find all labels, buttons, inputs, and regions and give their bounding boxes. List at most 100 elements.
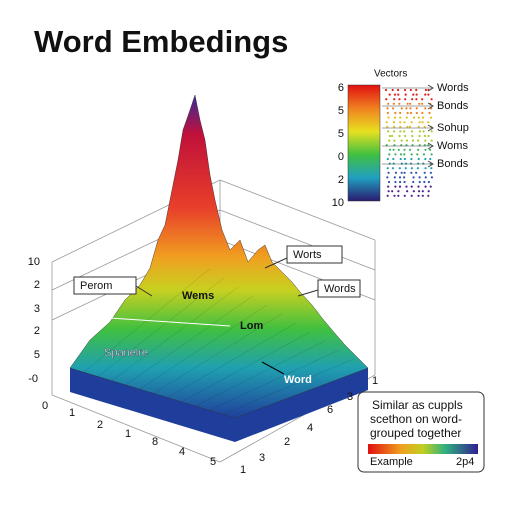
legend-dot [421,190,424,193]
mesh [83,268,354,415]
axis-label: 6 [327,404,333,416]
legend-dot [391,107,395,110]
legend-dot [404,167,407,170]
legend-dot [386,125,389,128]
annotation: Words [324,283,356,295]
legend-scale: 6 5 5 0 2 10 [332,82,344,209]
legend-dot [399,157,402,161]
legend-dot [430,139,433,142]
legend-dot [409,102,412,105]
legend-dot [387,102,390,105]
legend-dot [420,102,424,105]
legend-item: Sohup [437,122,469,134]
legend-dot [430,176,434,179]
legend-scale-label: 10 [332,197,344,209]
legend-dot [415,107,418,110]
legend-dot [405,185,408,188]
mesh-line [167,322,296,398]
legend-dot [424,157,427,161]
legend-dot [418,176,421,179]
legend-dot [403,171,406,174]
legend-dot [400,162,403,165]
legend-dot [424,185,427,188]
legend-dot [391,190,394,193]
legend-dot [424,139,427,142]
legend-dot [411,98,414,101]
legend-dots [384,88,434,197]
legend-dot [417,185,420,188]
caption-line: grouped together [370,426,461,440]
legend-dot [386,194,389,197]
pointer [135,285,153,297]
legend-item: Bonds [437,158,469,170]
legend-dot [408,125,412,128]
legend-dot [417,116,420,119]
legend-dot [427,180,430,184]
legend-dot [385,121,388,124]
axis-label: 1 [372,375,378,387]
caption-line: scethon on word- [370,412,462,426]
legend-dot [412,93,415,96]
legend-dot [418,190,421,193]
legend-dot [417,125,420,128]
legend-dot [388,93,391,96]
legend-dot [403,148,406,151]
legend-dot [386,176,389,179]
legend-dot [386,157,389,161]
legend-dot [423,180,426,184]
pointer [261,361,285,375]
legend-dot [409,88,412,92]
legend-dot [415,98,418,101]
legend-dot [392,121,396,124]
annotation-box [73,276,137,295]
legend-title: Vectors [374,69,407,80]
legend-dot [404,93,407,96]
annotation: Perom [80,280,112,292]
legend-dot [411,139,415,142]
legend-dot [405,116,408,119]
legend-dot [410,194,413,197]
axis-label: 1 [69,407,75,419]
legend-dot [410,153,413,156]
legend-scale-label: 6 [338,82,344,94]
legend-dot [415,93,418,96]
axis-label: 1 [125,428,131,440]
legend-dot [386,167,389,170]
axis-label: 5 [210,456,216,468]
caption-colorbar [368,444,478,454]
legend-arrowhead [427,124,434,132]
legend-dot [424,93,427,96]
legend-dot [391,88,394,92]
front-right-axis: 1 3 6 4 2 3 1 [240,375,378,476]
annotation: Spanelre [104,347,148,359]
legend-dot [388,153,391,156]
legend-dot [423,134,427,138]
legend-dot [415,171,418,174]
mesh-line [195,340,325,406]
legend-dot [386,107,389,110]
legend-dot [421,111,424,115]
annotation-box [286,245,343,264]
legend-dot [393,116,397,119]
legend-dot [390,134,394,138]
legend-dot [399,116,402,119]
legend-dot [403,157,406,161]
legend-scale-label: 5 [338,128,344,140]
legend-dot [399,111,402,115]
legend-dot [404,98,407,101]
legend-dot [398,176,402,179]
legend-dot [406,102,409,105]
legend-dot [412,116,415,119]
legend-dot [397,194,400,197]
legend-dot [411,134,414,138]
legend-dot [417,157,420,161]
legend-dot [424,88,427,92]
legend-dot [410,185,413,188]
colorbar [347,84,381,202]
legend-dot [387,116,390,119]
legend-dot [410,121,413,124]
legend-dot [417,194,420,197]
legend-dot [388,148,392,151]
legend-dot [393,139,396,142]
legend-dot [397,148,400,151]
